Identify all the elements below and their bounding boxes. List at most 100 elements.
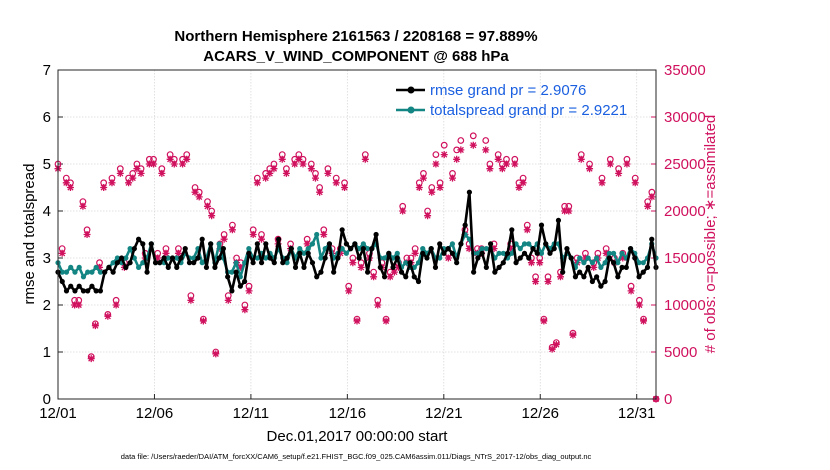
obs-possible-marker <box>469 132 477 140</box>
obs-assimilated-marker <box>241 306 249 314</box>
obs-assimilated-marker <box>440 151 448 159</box>
obs-assimilated-marker <box>332 179 340 187</box>
obs-assimilated-marker <box>262 174 270 182</box>
rmse-marker <box>627 246 634 252</box>
rmse-marker <box>271 260 277 266</box>
rmse-marker <box>292 264 299 270</box>
totalspread-marker <box>577 255 583 261</box>
obs-assimilated-marker <box>494 155 502 163</box>
rmse-marker <box>445 246 451 252</box>
rmse-marker <box>174 264 180 270</box>
rmse-marker <box>225 274 231 280</box>
totalspread-marker <box>598 264 604 270</box>
obs-assimilated-marker <box>640 317 648 325</box>
obs-assimilated-marker <box>345 287 353 295</box>
totalspread-marker <box>263 255 269 261</box>
rmse-marker <box>80 288 87 294</box>
rmse-marker <box>475 255 481 261</box>
rmse-marker <box>373 231 379 238</box>
obs-assimilated-marker <box>482 146 490 154</box>
rmse-marker <box>640 269 646 275</box>
totalspread-marker <box>110 260 116 266</box>
x-tick-label: 12/11 <box>233 405 269 422</box>
obs-assimilated-marker <box>311 174 319 182</box>
rmse-marker <box>449 250 456 256</box>
obs-assimilated-marker <box>245 287 253 295</box>
rmse-marker <box>420 250 426 256</box>
obs-assimilated-marker <box>150 160 158 168</box>
rmse-marker <box>415 278 422 285</box>
rmse-marker <box>123 264 129 270</box>
rmse-marker <box>471 269 477 275</box>
y-right-tick-label: 15000 <box>664 250 706 267</box>
totalspread-marker <box>343 250 349 256</box>
totalspread-marker <box>594 255 600 261</box>
obs-assimilated-marker <box>444 254 452 262</box>
obs-assimilated-marker <box>307 165 315 173</box>
obs-assimilated-marker <box>598 179 606 187</box>
y-left-tick-label: 3 <box>43 250 51 267</box>
obs-assimilated-marker <box>556 273 564 281</box>
rmse-marker <box>161 255 167 261</box>
obs-assimilated-marker <box>295 155 303 163</box>
totalspread-marker <box>318 255 324 261</box>
rmse-marker <box>377 264 383 270</box>
rmse-marker <box>114 260 120 266</box>
totalspread-marker <box>309 241 316 247</box>
obs-assimilated-marker <box>104 312 112 320</box>
obs-assimilated-marker <box>228 226 236 234</box>
obs-assimilated-marker <box>220 235 228 243</box>
rmse-marker <box>280 260 286 266</box>
obs-assimilated-marker <box>133 165 141 173</box>
x-tick-label: 12/31 <box>618 405 656 422</box>
chart-title-line2: ACARS_V_WIND_COMPONENT @ 688 hPa <box>203 48 509 65</box>
rmse-marker <box>441 250 447 256</box>
rmse-marker <box>403 274 409 280</box>
rmse-marker <box>131 246 137 252</box>
obs-assimilated-marker <box>419 174 427 182</box>
totalspread-marker <box>581 260 587 266</box>
rmse-marker <box>326 241 333 247</box>
obs-possible-marker <box>457 137 465 144</box>
totalspread-marker <box>314 231 320 238</box>
obs-assimilated-marker <box>129 174 137 182</box>
y-right-tick-label: 35000 <box>664 62 706 79</box>
obs-assimilated-marker <box>415 184 423 191</box>
obs-possible-marker <box>432 151 440 159</box>
rmse-marker <box>144 269 150 275</box>
obs-assimilated-marker <box>195 193 203 201</box>
rmse-marker <box>437 241 443 247</box>
rmse-marker <box>500 260 506 266</box>
totalspread-marker <box>246 246 252 252</box>
obs-assimilated-marker <box>91 322 99 330</box>
obs-assimilated-marker <box>212 350 220 358</box>
totalspread-marker <box>301 250 307 256</box>
rmse-marker <box>191 260 197 266</box>
obs-assimilated-marker <box>399 207 407 215</box>
totalspread-marker <box>381 255 388 261</box>
y-axis-right-ticks: 0 5000 10000 15000 20000 25000 30000 35000 <box>651 62 706 408</box>
obs-assimilated-marker <box>457 146 465 154</box>
rmse-marker <box>195 255 201 261</box>
totalspread-marker <box>97 269 104 275</box>
y-right-tick-label: 25000 <box>664 156 706 173</box>
obs-assimilated-marker <box>623 160 631 168</box>
rmse-marker <box>386 250 392 256</box>
obs-assimilated-marker <box>569 331 577 339</box>
rmse-marker <box>572 274 579 280</box>
obs-assimilated-marker <box>627 287 635 295</box>
obs-assimilated-marker <box>253 179 261 187</box>
rmse-marker <box>254 241 260 247</box>
rmse-marker <box>102 269 108 275</box>
obs-assimilated-marker <box>590 263 598 271</box>
rmse-marker <box>551 246 557 252</box>
totalspread-marker <box>420 246 426 252</box>
rmse-marker <box>250 260 256 266</box>
totalspread-marker <box>636 260 642 266</box>
obs-assimilated-marker <box>191 188 199 196</box>
rmse-marker <box>479 250 485 256</box>
totalspread-marker <box>284 260 290 266</box>
obs-assimilated-marker <box>87 355 95 363</box>
rmse-marker <box>309 260 316 266</box>
rmse-marker <box>369 246 375 252</box>
